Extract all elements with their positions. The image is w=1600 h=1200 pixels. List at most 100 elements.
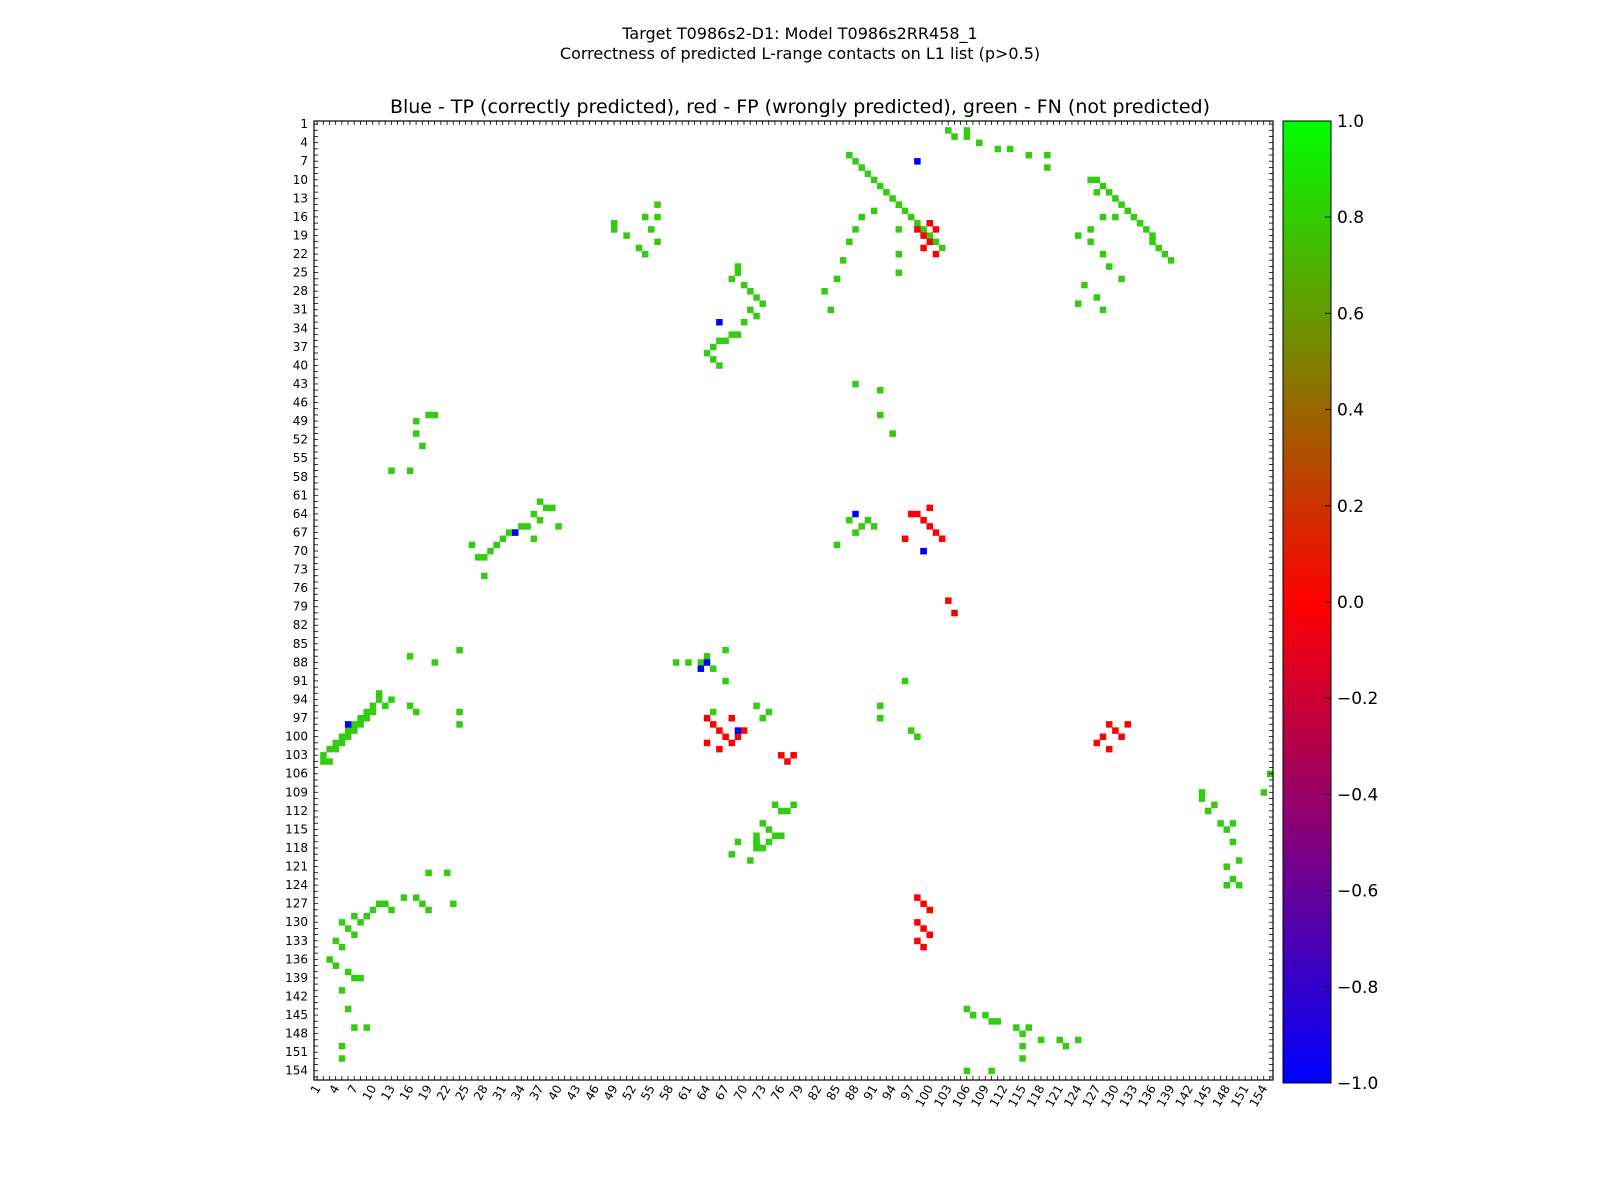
- y-tick-label: 67: [293, 525, 308, 539]
- y-tick-label: 76: [293, 581, 308, 595]
- y-tick-label: 70: [293, 544, 308, 558]
- cell-fn: [672, 659, 680, 666]
- cell-fp: [703, 714, 711, 722]
- cell-fp: [926, 523, 934, 530]
- cell-fn: [641, 213, 649, 221]
- x-tick-label: 31: [490, 1083, 510, 1103]
- cell-fp: [932, 226, 940, 233]
- x-tick-label: 136: [1135, 1083, 1159, 1110]
- cell-fp: [914, 919, 921, 926]
- cell-fn: [412, 708, 420, 716]
- cell-fn: [895, 226, 903, 233]
- cell-fn: [771, 801, 779, 809]
- cell-fn: [388, 467, 395, 474]
- cell-fn: [1037, 1036, 1045, 1044]
- cell-fn: [1099, 306, 1107, 314]
- y-tick-label: 94: [293, 692, 308, 706]
- cell-fn: [963, 1067, 971, 1075]
- x-tick-label: 73: [749, 1083, 769, 1103]
- y-tick-label: 46: [293, 396, 308, 410]
- figure-title-line2: Correctness of predicted L-range contact…: [560, 44, 1040, 63]
- cell-fn: [1087, 176, 1094, 184]
- cell-fn: [1019, 1030, 1026, 1037]
- cell-fp: [920, 900, 927, 908]
- cell-fn: [363, 708, 370, 716]
- cell-fn: [499, 535, 507, 543]
- x-tick-label: 10: [360, 1083, 380, 1103]
- cell-fp: [1112, 727, 1119, 734]
- cell-fn: [338, 919, 346, 926]
- y-tick-label: 28: [293, 284, 308, 298]
- x-tick-label: 55: [638, 1083, 658, 1103]
- cell-fn: [406, 653, 414, 660]
- y-tick-label: 133: [285, 934, 308, 948]
- cell-fn: [375, 696, 383, 703]
- figure-title-line1: Target T0986s2-D1: Model T0986s2RR458_1: [621, 24, 977, 44]
- cell-fn: [951, 133, 958, 140]
- cell-fn: [493, 541, 500, 549]
- cell-fn: [994, 1018, 1002, 1025]
- cell-fn: [858, 523, 865, 530]
- y-tick-label: 154: [285, 1064, 308, 1078]
- cell-fp: [1105, 721, 1113, 728]
- y-tick-label: 85: [293, 637, 308, 651]
- cell-fp: [926, 931, 934, 938]
- cell-fn: [821, 288, 828, 295]
- cell-fn: [914, 219, 921, 227]
- cell-fp: [914, 510, 921, 518]
- cell-fn: [412, 417, 420, 425]
- cell-fn: [648, 226, 655, 233]
- cell-fn: [1223, 882, 1230, 889]
- cell-fn: [530, 535, 538, 543]
- cell-fn: [456, 721, 463, 728]
- cell-fn: [1087, 226, 1094, 233]
- cell-fn: [877, 714, 884, 722]
- cell-fn: [864, 170, 872, 177]
- cell-fn: [363, 1024, 370, 1031]
- cell-fp: [932, 529, 940, 536]
- cell-fn: [1025, 1024, 1033, 1031]
- cell-fn: [443, 869, 451, 877]
- x-tick-label: 82: [805, 1083, 825, 1103]
- cell-fn: [716, 337, 723, 345]
- cell-fn: [388, 906, 395, 914]
- cell-fn: [400, 894, 408, 901]
- cell-fn: [907, 213, 915, 221]
- cell-fp: [938, 535, 946, 543]
- cell-fn: [870, 176, 878, 184]
- cell-fn: [351, 1024, 358, 1031]
- cell-fn: [623, 232, 630, 239]
- y-tick-label: 109: [285, 785, 308, 799]
- cell-fn: [759, 300, 766, 307]
- cell-fn: [610, 226, 618, 233]
- x-tick-label: 85: [824, 1083, 844, 1103]
- cell-fn: [357, 721, 364, 728]
- cell-fn: [332, 745, 340, 753]
- cell-fp: [790, 752, 797, 759]
- cell-fn: [338, 1055, 346, 1062]
- y-tick-label: 64: [293, 507, 308, 521]
- cell-fn: [778, 807, 785, 815]
- cell-fn: [827, 306, 835, 314]
- cell-fn: [1155, 244, 1162, 252]
- x-tick-label: 142: [1172, 1083, 1196, 1110]
- x-tick-label: 58: [657, 1083, 677, 1103]
- y-tick-label: 52: [293, 433, 308, 447]
- cell-fn: [357, 919, 364, 926]
- cell-fn: [1149, 232, 1156, 239]
- cell-fn: [1093, 176, 1101, 184]
- cell-fp: [716, 745, 723, 753]
- cell-fn: [1235, 882, 1243, 889]
- x-tick-label: 28: [471, 1083, 491, 1103]
- cell-fn: [363, 714, 370, 722]
- x-tick-label: 100: [913, 1083, 937, 1110]
- cell-fn: [1167, 257, 1175, 264]
- cell-fn: [344, 925, 352, 932]
- y-tick-label: 91: [293, 674, 308, 688]
- x-tick-label: 13: [378, 1083, 398, 1103]
- cell-fn: [1093, 294, 1101, 301]
- cell-fn: [1229, 875, 1237, 883]
- cell-fn: [1136, 219, 1144, 227]
- cell-fn: [839, 257, 847, 264]
